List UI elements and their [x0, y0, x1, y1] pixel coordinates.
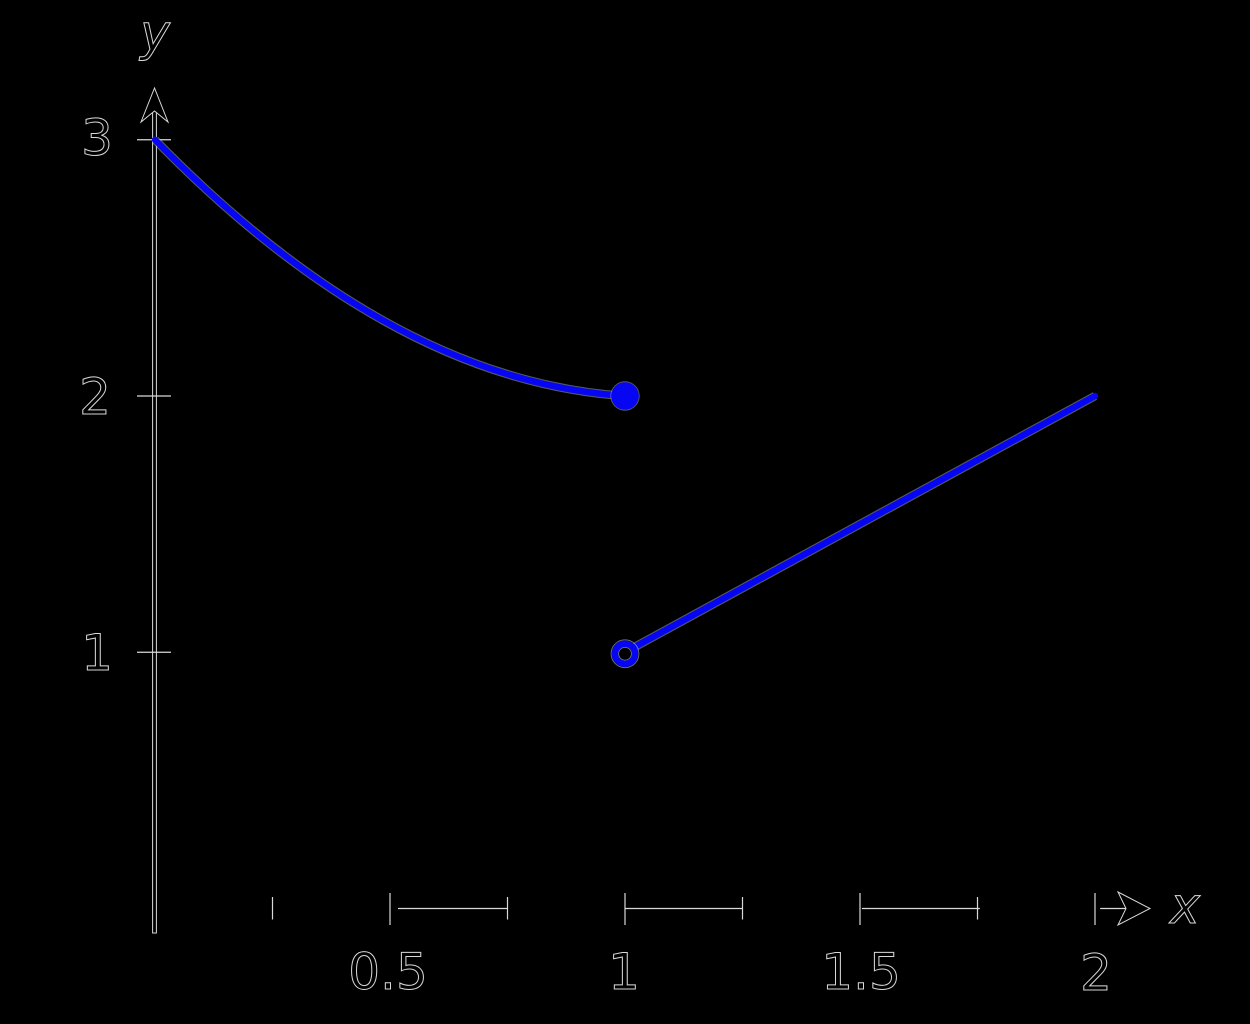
- branch-right: [621, 392, 1099, 656]
- y-axis-arrowhead-icon: [139, 86, 170, 124]
- y-tick-label-2: 2: [79, 368, 111, 426]
- y-axis: y 3 2 1: [79, 4, 172, 934]
- x-tick-label-1: 1: [608, 943, 640, 1001]
- x-axis: x 0.5 1 1.5 2: [271, 877, 1201, 1003]
- open-endpoint-outer-halo: [610, 639, 640, 669]
- open-endpoint-inner-halo: [618, 646, 632, 661]
- x-axis-label: x: [1168, 877, 1200, 935]
- x-tick-label-1-5: 1.5: [821, 943, 901, 1001]
- branch-left: [151, 136, 629, 400]
- x-tick-label-2: 2: [1080, 944, 1112, 1002]
- closed-endpoint-marker: [611, 382, 639, 410]
- function-branches: [151, 136, 1099, 669]
- x-tick-label-0-5: 0.5: [348, 943, 428, 1001]
- open-endpoint-marker: [611, 640, 639, 667]
- y-axis-line: [152, 95, 157, 934]
- y-tick-label-1: 1: [81, 624, 113, 682]
- y-axis-label: y: [138, 4, 171, 62]
- branch-left-halo: [151, 136, 626, 401]
- x-axis-arrowhead-icon: [1116, 890, 1152, 927]
- y-tick-label-3: 3: [81, 109, 113, 167]
